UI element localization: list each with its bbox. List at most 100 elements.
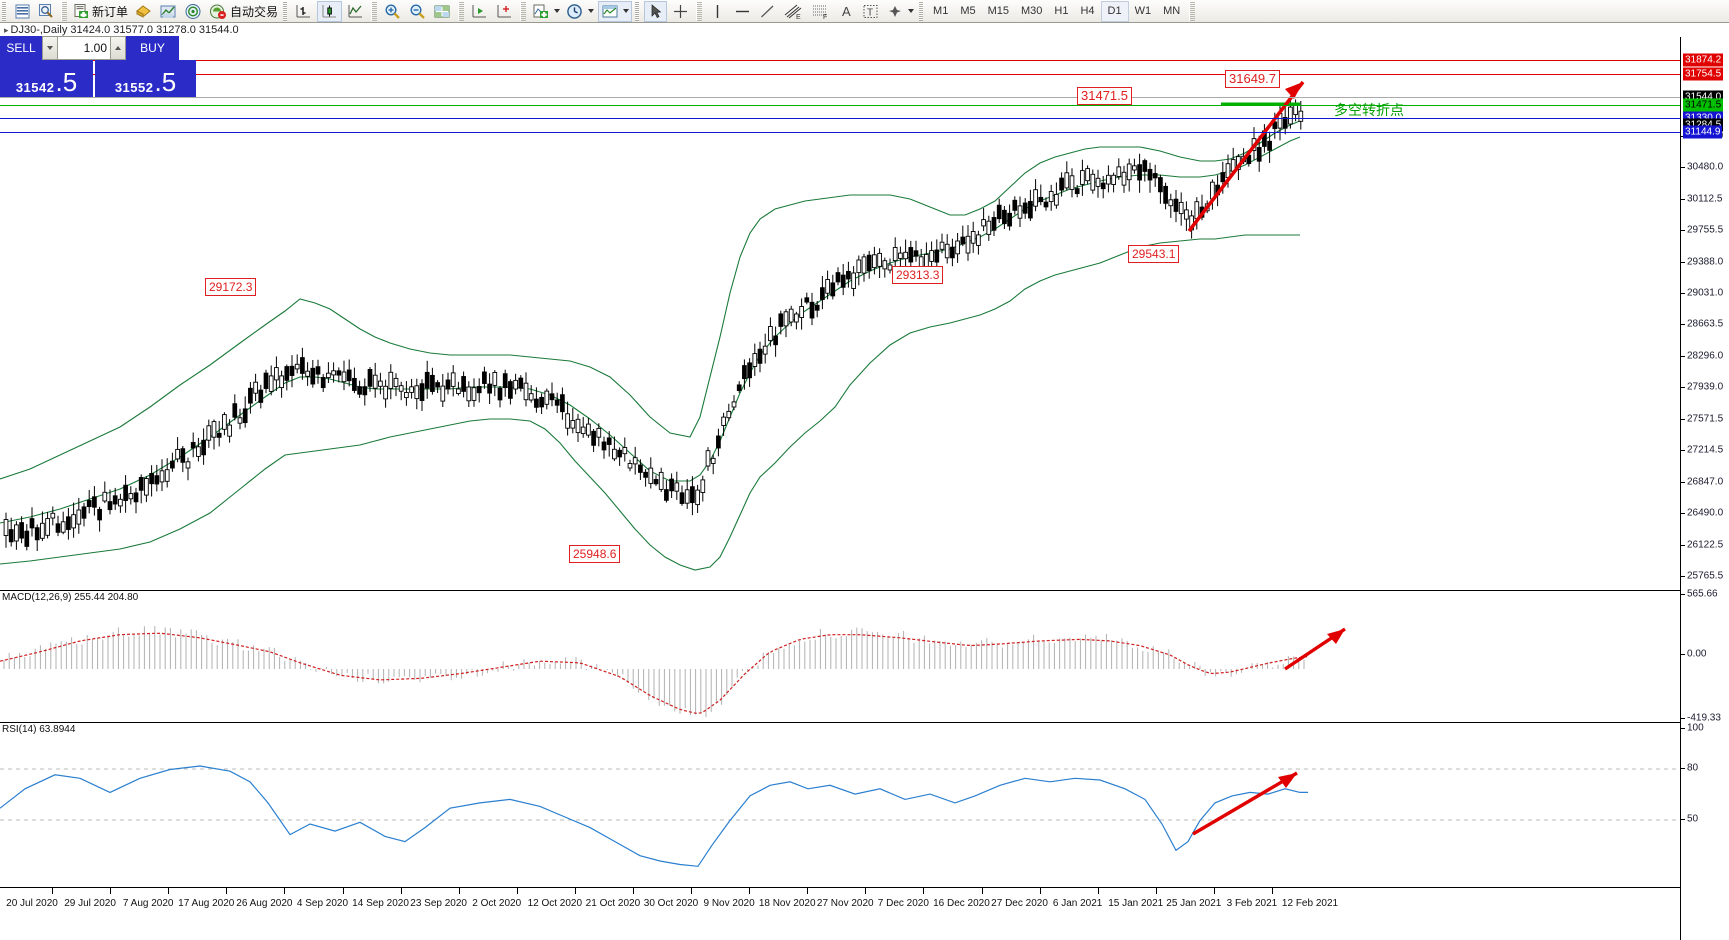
chart-area[interactable]: 29172.3 25948.6 29313.3 29543.1 31471.5 …: [0, 37, 1729, 940]
timeframe-w1[interactable]: W1: [1134, 4, 1152, 17]
price-axis-tick: [1681, 481, 1685, 483]
volume-decrease-button[interactable]: [42, 36, 58, 60]
timeframe-h1[interactable]: H1: [1054, 4, 1069, 17]
timeframe-m30[interactable]: M30: [1021, 4, 1043, 17]
timeframe-d1[interactable]: D1: [1100, 0, 1129, 22]
price-level-line-31874: [0, 60, 1680, 61]
svg-text:E: E: [796, 14, 801, 20]
indicators-chevron-down-icon[interactable]: [554, 9, 561, 13]
autotrading-button[interactable]: 自动交易: [207, 1, 280, 22]
toolbar-grip[interactable]: [2, 1, 6, 21]
trendline-icon[interactable]: [756, 1, 779, 22]
vertical-line-icon[interactable]: [706, 1, 729, 22]
shapes-icon[interactable]: [884, 1, 916, 22]
zoom-out-icon[interactable]: [406, 1, 429, 22]
svg-text:A: A: [842, 4, 851, 19]
time-axis-label: 16 Dec 2020: [933, 898, 990, 909]
time-axis-label: 4 Sep 2020: [296, 898, 349, 909]
timeframe-m5[interactable]: M5: [960, 4, 976, 17]
price-axis-label: 27571.5: [1687, 413, 1724, 425]
annotation-31471[interactable]: 31471.5: [1077, 87, 1132, 105]
cursor-icon[interactable]: [644, 0, 668, 22]
time-axis-tick: [168, 888, 170, 894]
price-axis-label: 27214.5: [1687, 444, 1724, 456]
periods-chevron-down-icon[interactable]: [588, 9, 595, 13]
sell-button[interactable]: SELL: [0, 36, 42, 60]
templates-chevron-down-icon[interactable]: [623, 9, 630, 13]
timeframe-mn[interactable]: MN: [1163, 4, 1181, 17]
buy-price-display[interactable]: 31552.5: [95, 60, 196, 97]
time-axis-label: 25 Jan 2021: [1166, 898, 1222, 909]
auto-scroll-icon[interactable]: [468, 1, 491, 22]
annotation-25948[interactable]: 25948.6: [569, 545, 621, 563]
price-axis-tick: [1681, 419, 1685, 421]
zoom-in-icon[interactable]: [381, 1, 404, 22]
periods-icon[interactable]: [564, 1, 596, 22]
main-price-pane[interactable]: 29172.3 25948.6 29313.3 29543.1 31471.5 …: [0, 37, 1680, 590]
toolbar-grip-3[interactable]: [635, 1, 640, 21]
time-axis-label: 14 Sep 2020: [352, 898, 409, 909]
toolbar-grip-2[interactable]: [283, 1, 288, 21]
strategy-tester-icon[interactable]: [157, 1, 180, 22]
timeframe-m15[interactable]: M15: [987, 4, 1009, 17]
price-axis[interactable]: 31874.2 31754.5 31544.0 31471.5 31330.0 …: [1680, 37, 1729, 940]
rsi-axis-label: 50: [1687, 813, 1699, 825]
macd-title: MACD(12,26,9) 255.44 204.80: [2, 592, 139, 603]
market-watch-icon[interactable]: [11, 1, 33, 22]
sell-price-display[interactable]: 31542.5: [0, 60, 93, 97]
toolbar-grip-4[interactable]: [919, 1, 924, 21]
time-axis-label: 6 Jan 2021: [1052, 898, 1103, 909]
time-axis-label: 27 Nov 2020: [816, 898, 874, 909]
price-axis-label: 26490.0: [1687, 507, 1724, 519]
tile-windows-icon[interactable]: [431, 1, 454, 22]
line-chart-icon[interactable]: [344, 1, 367, 22]
shapes-chevron-down-icon[interactable]: [908, 9, 915, 13]
timeframe-h4[interactable]: H4: [1080, 4, 1095, 17]
time-axis[interactable]: 20 Jul 2020 29 Jul 2020 7 Aug 2020 17 Aug 2…: [0, 887, 1680, 940]
annotation-29543[interactable]: 29543.1: [1128, 245, 1180, 263]
volume-input[interactable]: 1.00: [58, 36, 110, 60]
macd-pane[interactable]: MACD(12,26,9) 255.44 204.80: [0, 590, 1680, 722]
text-icon[interactable]: A: [835, 1, 857, 22]
price-axis-tick: [1681, 450, 1685, 452]
price-axis-tick: [1681, 356, 1685, 358]
candlestick-chart-icon[interactable]: [317, 0, 343, 22]
price-axis-tick: [1681, 198, 1685, 200]
data-window-icon[interactable]: [35, 1, 57, 22]
annotation-29313[interactable]: 29313.3: [892, 266, 944, 284]
chart-shift-icon[interactable]: [493, 1, 516, 22]
time-axis-label: 29 Jul 2020: [64, 898, 116, 909]
rsi-pane[interactable]: RSI(14) 63.8944: [0, 722, 1680, 887]
bar-chart-icon[interactable]: [292, 1, 315, 22]
indicators-icon[interactable]: [530, 1, 562, 22]
annotation-turning-point[interactable]: 多空转折点: [1334, 102, 1404, 118]
fibonacci-retracement-icon[interactable]: F: [808, 1, 833, 22]
text-label-icon[interactable]: T: [859, 1, 882, 22]
time-axis-tick: [110, 888, 112, 894]
time-axis-label: 15 Jan 2021: [1108, 898, 1164, 909]
toolbar-separator-4: [458, 1, 465, 21]
time-axis-label: 18 Nov 2020: [758, 898, 816, 909]
crosshair-icon[interactable]: [669, 1, 692, 22]
toolbar-separator-6: [696, 1, 703, 21]
annotation-29172[interactable]: 29172.3: [205, 278, 257, 296]
templates-icon[interactable]: [598, 0, 633, 22]
one-click-trading-panel[interactable]: SELL 1.00 BUY 31542.5 31552.5: [0, 36, 196, 97]
price-axis-label: 26847.0: [1687, 476, 1724, 488]
volume-increase-button[interactable]: [110, 36, 126, 60]
expert-advisor-icon[interactable]: [132, 1, 155, 22]
buy-button[interactable]: BUY: [126, 36, 179, 60]
symbol-bullet-icon: ▸: [4, 25, 9, 35]
rsi-axis-tick: [1681, 728, 1685, 729]
annotation-31649[interactable]: 31649.7: [1225, 70, 1280, 88]
sell-price-integer: 31542: [15, 80, 55, 95]
time-axis-tick: [923, 888, 925, 894]
timeframe-m1[interactable]: M1: [933, 4, 949, 17]
candlestick-svg: [0, 80, 1305, 571]
time-axis-tick: [691, 888, 693, 894]
chevron-down-icon: [47, 46, 53, 50]
metaquotes-id-icon[interactable]: [182, 1, 205, 22]
new-order-button[interactable]: 新订单: [71, 1, 130, 22]
horizontal-line-icon[interactable]: [731, 1, 754, 22]
equidistant-channel-icon[interactable]: E: [781, 1, 806, 22]
